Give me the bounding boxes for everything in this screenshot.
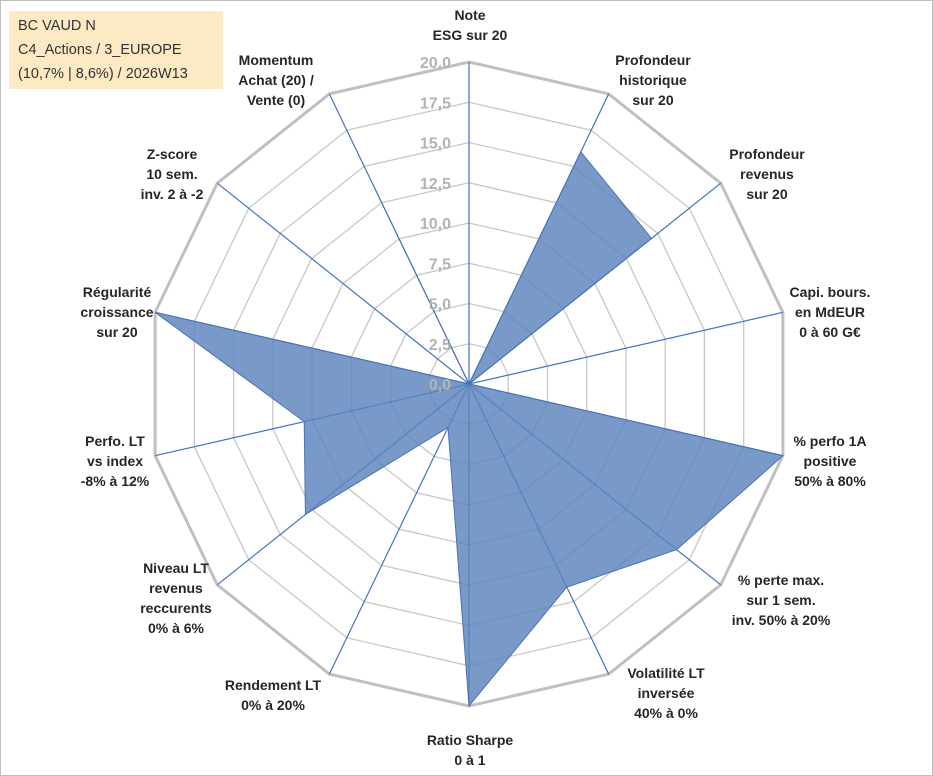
- axis-label-volatilite-lt: Volatilité LT inversée 40% à 0%: [627, 665, 705, 721]
- axis-label-line: % perfo 1A: [793, 433, 866, 449]
- axis-label-line: Volatilité LT: [627, 665, 705, 681]
- axis-label-line: Profondeur: [729, 146, 805, 162]
- axis-label-line: inversée: [638, 685, 695, 701]
- axis-label-regularite-croissance: Régularité croissance sur 20: [80, 284, 153, 340]
- tick-label: 12,5: [420, 176, 451, 193]
- info-title: BC VAUD N: [18, 18, 96, 34]
- tick-label: 10,0: [420, 216, 451, 233]
- axis-label-line: 0% à 6%: [148, 620, 205, 636]
- info-box: BC VAUD N C4_Actions / 3_EUROPE (10,7% |…: [9, 11, 223, 89]
- tick-label: 20,0: [420, 55, 451, 72]
- axis-label-z-score: Z-score 10 sem. inv. 2 à -2: [141, 146, 204, 202]
- axis-label-line: revenus: [149, 580, 203, 596]
- axis-label-line: sur 20: [746, 186, 787, 202]
- tick-labels: 0,0 2,5 5,0 7,5 10,0 12,5 15,0 17,5 20,0: [420, 55, 451, 394]
- axis-label-profondeur-historique: Profondeur historique sur 20: [615, 52, 691, 108]
- axis-label-niveau-lt-revenus: Niveau LT revenus reccurents 0% à 6%: [140, 560, 212, 636]
- axis-label-line: Z-score: [147, 146, 198, 162]
- axis-label-ratio-sharpe: Ratio Sharpe 0 à 1: [427, 732, 514, 768]
- axis-label-line: 50% à 80%: [794, 473, 866, 489]
- axis-label-line: Note: [454, 7, 485, 23]
- axis-label-note-esg: Note ESG sur 20: [433, 7, 508, 43]
- axis-label-line: inv. 2 à -2: [141, 186, 204, 202]
- axis-label-line: 0% à 20%: [241, 697, 305, 713]
- axis-label-line: revenus: [740, 166, 794, 182]
- axis-label-line: % perte max.: [738, 572, 824, 588]
- axis-label-perfo-1a: % perfo 1A positive 50% à 80%: [793, 433, 866, 489]
- axis-label-rendement-lt: Rendement LT 0% à 20%: [225, 677, 322, 713]
- axis-label-momentum: Momentum Achat (20) / Vente (0): [238, 52, 314, 108]
- axis-label-line: positive: [804, 453, 857, 469]
- axis-label-line: Momentum: [239, 52, 314, 68]
- axis-label-line: ESG sur 20: [433, 27, 508, 43]
- axis-label-line: Capi. bours.: [790, 284, 871, 300]
- axis-label-line: Profondeur: [615, 52, 691, 68]
- axis-label-line: Niveau LT: [143, 560, 209, 576]
- tick-label: 2,5: [429, 337, 451, 354]
- axis-label-perte-max: % perte max. sur 1 sem. inv. 50% à 20%: [732, 572, 831, 628]
- axis-label-line: en MdEUR: [795, 304, 865, 320]
- axis-label-line: -8% à 12%: [81, 473, 150, 489]
- axis-label-line: Perfo. LT: [85, 433, 145, 449]
- axis-label-line: sur 20: [632, 92, 673, 108]
- axis-label-line: inv. 50% à 20%: [732, 612, 831, 628]
- axis-label-line: croissance: [80, 304, 153, 320]
- axis-label-line: 10 sem.: [146, 166, 197, 182]
- series-area: [154, 150, 784, 708]
- axis-label-line: Ratio Sharpe: [427, 732, 514, 748]
- series-layer: [154, 150, 784, 708]
- axis-label-line: 0 à 60 G€: [799, 324, 861, 340]
- axis-label-line: sur 1 sem.: [746, 592, 815, 608]
- tick-label: 15,0: [420, 136, 451, 153]
- tick-label: 17,5: [420, 95, 451, 112]
- axis-label-line: 40% à 0%: [634, 705, 698, 721]
- axis-spoke-z-score: [216, 182, 470, 385]
- axis-label-perfo-lt-index: Perfo. LT vs index -8% à 12%: [81, 433, 150, 489]
- tick-label: 0,0: [429, 377, 451, 394]
- axis-labels: Note ESG sur 20 Profondeur historique sur 20…: [80, 7, 870, 768]
- axis-label-line: Rendement LT: [225, 677, 322, 693]
- axis-label-line: Régularité: [83, 284, 152, 300]
- axis-label-line: historique: [619, 72, 687, 88]
- axis-label-profondeur-revenus: Profondeur revenus sur 20: [729, 146, 805, 202]
- tick-label: 7,5: [429, 256, 451, 273]
- info-performance: (10,7% | 8,6%) / 2026W13: [18, 66, 188, 82]
- axis-spoke-capi-bours: [468, 311, 784, 385]
- axis-label-line: sur 20: [96, 324, 137, 340]
- axis-label-line: reccurents: [140, 600, 212, 616]
- axis-label-line: Vente (0): [247, 92, 305, 108]
- info-category: C4_Actions / 3_EUROPE: [18, 42, 182, 58]
- axis-label-capi-bours: Capi. bours. en MdEUR 0 à 60 G€: [790, 284, 871, 340]
- axis-label-line: vs index: [87, 453, 143, 469]
- tick-label: 5,0: [429, 297, 451, 314]
- axis-spoke-rendement-lt: [328, 383, 470, 675]
- axis-label-line: 0 à 1: [454, 752, 485, 768]
- axis-label-line: Achat (20) /: [238, 72, 314, 88]
